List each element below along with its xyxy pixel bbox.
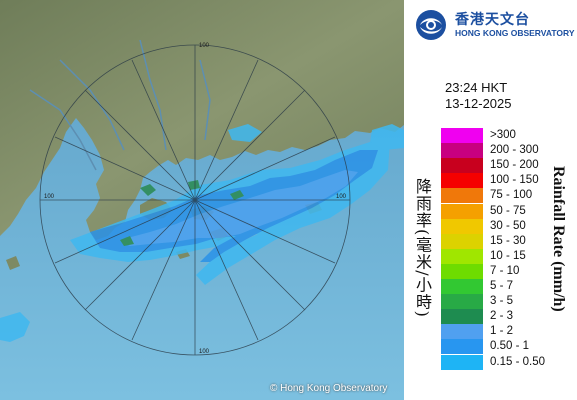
legend-swatch	[441, 279, 483, 294]
legend-item: 50 - 75	[441, 203, 571, 219]
legend-swatch	[441, 309, 483, 325]
legend-label: 100 - 150	[490, 174, 539, 187]
legend-swatch	[441, 324, 483, 340]
legend-item: 0.50 - 1	[441, 339, 571, 355]
legend-item: 10 - 15	[441, 248, 571, 264]
legend-item: 0.15 - 0.50	[441, 354, 571, 370]
legend-item: 1 - 2	[441, 324, 571, 340]
land-mainland	[0, 0, 404, 240]
legend-label: >300	[490, 129, 516, 141]
legend-panel: 香港天文台 HONG KONG OBSERVATORY 23:24 HKT 13…	[404, 0, 577, 400]
legend-label: 1 - 2	[490, 325, 514, 338]
legend-swatch	[441, 173, 483, 189]
logo-name-english: HONG KONG OBSERVATORY	[455, 28, 575, 38]
range-label-east: 100	[336, 194, 347, 200]
logo-name-chinese: 香港天文台	[455, 12, 530, 28]
legend-label: 0.50 - 1	[490, 340, 529, 353]
legend-item: 2 - 3	[441, 309, 571, 325]
legend-label: 0.15 - 0.50	[490, 355, 545, 368]
legend-item: 75 - 100	[441, 188, 571, 204]
legend-label: 5 - 7	[490, 280, 514, 292]
legend-item: 7 - 10	[441, 263, 571, 279]
legend-item: 150 - 200	[441, 158, 571, 174]
legend-item: 15 - 30	[441, 233, 571, 249]
legend-label: 50 - 75	[490, 204, 526, 217]
legend-swatch	[441, 128, 483, 143]
legend-swatch	[441, 218, 483, 234]
copyright-notice: © Hong Kong Observatory	[270, 383, 388, 394]
legend-swatch	[441, 263, 483, 279]
legend-title-chinese: 降雨率(毫米/小時)	[413, 178, 432, 318]
legend-item: 200 - 300	[441, 143, 571, 159]
legend-label: 75 - 100	[490, 189, 533, 202]
hko-logo[interactable]: 香港天文台 HONG KONG OBSERVATORY	[412, 8, 575, 42]
range-label-north: 100	[199, 43, 210, 49]
range-labels: 100 100 100 100	[44, 43, 347, 355]
legend-item: 3 - 5	[441, 294, 571, 310]
legend-swatch	[441, 188, 483, 204]
range-label-south: 100	[199, 349, 210, 355]
range-rings	[39, 44, 351, 356]
legend-label: 7 - 10	[490, 264, 520, 277]
observation-date: 13-12-2025	[445, 96, 512, 111]
legend-item: >300	[441, 128, 571, 143]
land-island-c	[6, 256, 20, 270]
rain-echoes	[0, 124, 404, 342]
legend-swatch	[441, 233, 483, 249]
legend-swatch	[441, 294, 483, 310]
legend-label: 15 - 30	[490, 234, 526, 247]
legend-label: 3 - 5	[490, 295, 514, 308]
hko-emblem-icon	[416, 10, 446, 40]
legend-swatch	[441, 143, 483, 159]
legend-label: 2 - 3	[490, 310, 514, 323]
legend-item: 30 - 50	[441, 218, 571, 234]
legend-swatch	[441, 354, 483, 370]
legend-label: 200 - 300	[490, 144, 539, 157]
radar-map[interactable]: 100 100 100 100 © Hong Kong Observatory	[0, 0, 404, 400]
radar-map-graphic: 100 100 100 100	[0, 0, 404, 400]
legend-label: 30 - 50	[490, 219, 526, 232]
range-label-west: 100	[44, 194, 55, 200]
observation-time: 23:24 HKT	[445, 80, 508, 95]
legend-item: 100 - 150	[441, 173, 571, 189]
legend-label: 150 - 200	[490, 159, 539, 172]
legend-label: 10 - 15	[490, 249, 526, 262]
legend-swatch	[441, 158, 483, 174]
legend-title-english: Rainfall Rate (mm/h)	[550, 166, 567, 312]
legend-swatch	[441, 203, 483, 219]
legend-swatch	[441, 248, 483, 264]
legend-item: 5 - 7	[441, 279, 571, 294]
legend-swatch	[441, 339, 483, 355]
